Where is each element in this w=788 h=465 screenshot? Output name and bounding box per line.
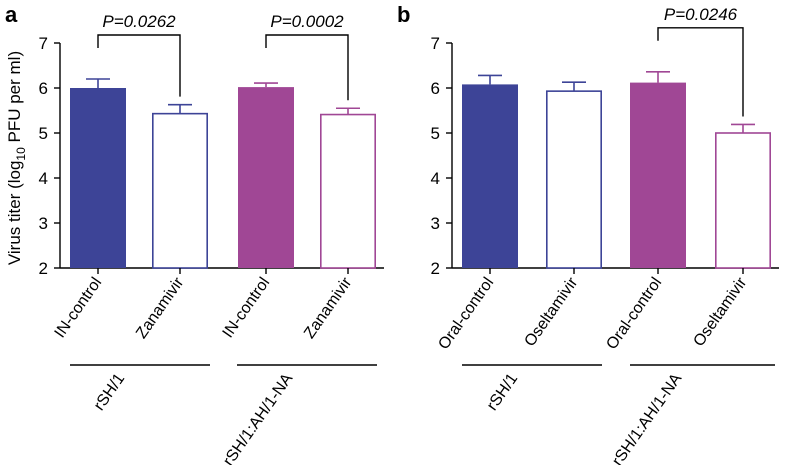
y-tick-label: 6	[39, 79, 48, 98]
p-value-label: P=0.0262	[102, 12, 176, 31]
group-label: rSH/1	[484, 370, 521, 413]
x-category-label: Zanamivir	[133, 274, 188, 342]
y-tick-label: 2	[431, 259, 440, 278]
y-tick-label: 5	[431, 124, 440, 143]
y-tick-label: 5	[39, 124, 48, 143]
group-label: rSH/1	[91, 370, 128, 413]
p-value-label: P=0.0246	[664, 5, 738, 24]
y-tick-label: 6	[431, 79, 440, 98]
bar	[462, 84, 518, 269]
x-category-label: IN-control	[220, 275, 274, 342]
y-tick-label: 7	[39, 34, 48, 53]
y-tick-label: 3	[431, 214, 440, 233]
x-category-label: Oseltamivir	[521, 274, 581, 350]
x-category-label: Oral-control	[603, 275, 665, 353]
bar	[70, 88, 126, 268]
x-category-label: Oseltamivir	[690, 274, 750, 350]
y-tick-label: 4	[39, 169, 48, 188]
bar	[152, 112, 209, 269]
group-label: rSH/1:AH/1-NA	[220, 370, 296, 465]
y-tick-label: 7	[431, 34, 440, 53]
x-category-label: Zanamivir	[301, 274, 356, 342]
panel-letter: a	[5, 2, 18, 27]
panel-b: b 2 3 4 5 6 7 Oral-control Oseltamivir Oral-contr…	[397, 2, 779, 465]
significance-bracket	[97, 34, 181, 97]
panel-a: a Virus titer (log10 PFU per ml) 2 3 4 5 6 7 IN-…	[5, 2, 384, 465]
significance-bracket	[657, 27, 744, 117]
y-tick-label: 4	[431, 169, 440, 188]
x-category-label: IN-control	[52, 275, 106, 342]
bar	[630, 82, 686, 268]
bar	[319, 113, 376, 269]
x-category-label: Oral-control	[435, 275, 497, 353]
y-tick-label: 3	[39, 214, 48, 233]
p-value-label: P=0.0002	[270, 12, 344, 31]
bar	[238, 87, 294, 268]
panel-letter: b	[397, 2, 410, 27]
significance-bracket	[265, 34, 349, 101]
bar	[714, 132, 771, 269]
group-label: rSH/1:AH/1-NA	[609, 370, 685, 465]
y-axis-label: Virus titer (log10 PFU per ml)	[5, 51, 28, 265]
y-tick-label: 2	[39, 259, 48, 278]
bar	[545, 90, 602, 269]
